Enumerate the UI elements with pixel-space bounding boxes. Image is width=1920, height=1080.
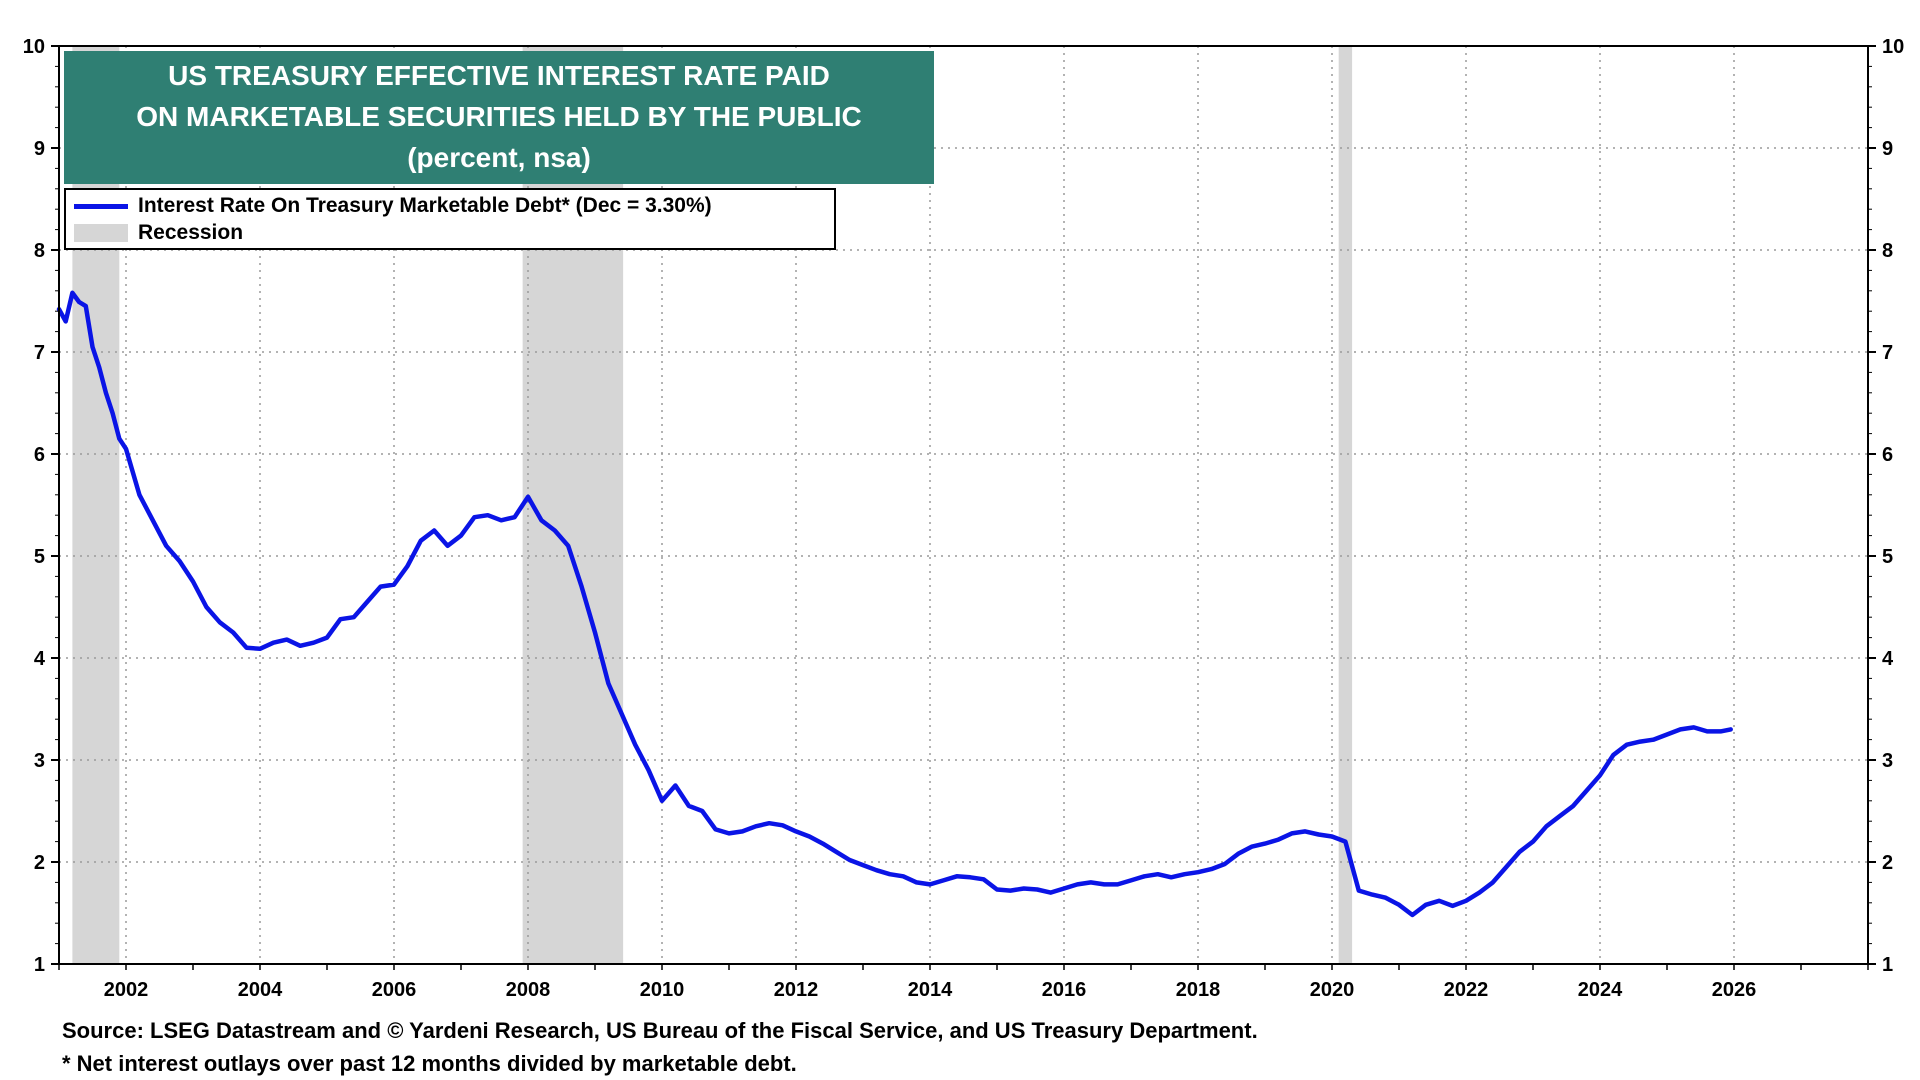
legend-series-label: Interest Rate On Treasury Marketable Deb… (138, 194, 712, 217)
x-tick-label: 2004 (238, 979, 283, 1001)
y-tick-label-right: 4 (1882, 648, 1894, 670)
y-tick-label-right: 5 (1882, 546, 1893, 568)
y-tick-label-left: 2 (34, 852, 45, 874)
x-tick-label: 2016 (1042, 979, 1087, 1001)
recession-band (1338, 46, 1353, 964)
y-tick-label-right: 3 (1882, 750, 1893, 772)
x-tick-label: 2022 (1444, 979, 1489, 1001)
y-tick-label-right: 2 (1882, 852, 1893, 874)
x-tick-label: 2020 (1310, 979, 1355, 1001)
y-tick-label-right: 6 (1882, 444, 1893, 466)
series-layer (56, 290, 1733, 918)
x-tick-label: 2026 (1712, 979, 1757, 1001)
y-tick-label-right: 7 (1882, 342, 1893, 364)
x-tick-label: 2014 (908, 979, 953, 1001)
y-tick-label-left: 6 (34, 444, 45, 466)
y-tick-label-left: 9 (34, 138, 45, 160)
x-tick-label: 2002 (104, 979, 149, 1001)
x-tick-label: 2010 (640, 979, 685, 1001)
source-note: Source: LSEG Datastream and © Yardeni Re… (62, 1018, 1258, 1043)
x-tick-label: 2018 (1176, 979, 1221, 1001)
x-tick-label: 2008 (506, 979, 551, 1001)
y-tick-label-left: 7 (34, 342, 45, 364)
y-tick-label-left: 1 (34, 954, 45, 976)
y-tick-label-left: 8 (34, 240, 45, 262)
footnote: * Net interest outlays over past 12 mont… (62, 1051, 797, 1076)
series-line-interest-rate (56, 290, 1733, 918)
axes: 1 1 2 2 3 3 4 4 5 5 6 6 7 7 8 8 9 9 10 10 2002 2004 2006 2008 20… (23, 36, 1905, 1001)
y-tick-label-right: 8 (1882, 240, 1893, 262)
y-tick-label-right: 9 (1882, 138, 1893, 160)
legend-line-swatch (74, 203, 128, 209)
chart-title-line-1: US TREASURY EFFECTIVE INTEREST RATE PAID (168, 60, 830, 91)
chart-title-line-2: ON MARKETABLE SECURITIES HELD BY THE PUB… (136, 101, 862, 132)
x-tick-label: 2024 (1578, 979, 1623, 1001)
legend-item-series: Interest Rate On Treasury Marketable Deb… (74, 193, 712, 219)
y-tick-label-right: 1 (1882, 954, 1893, 976)
legend: Interest Rate On Treasury Marketable Deb… (64, 188, 836, 250)
chart-title-line-3: (percent, nsa) (407, 142, 591, 173)
y-tick-label-left: 10 (23, 36, 45, 58)
plot-frame (58, 45, 1869, 965)
legend-recession-label: Recession (138, 221, 244, 244)
y-tick-label-left: 5 (34, 546, 45, 568)
x-tick-label: 2012 (774, 979, 819, 1001)
y-tick-label-left: 4 (34, 648, 46, 670)
chart-title: US TREASURY EFFECTIVE INTEREST RATE PAID… (64, 51, 934, 184)
legend-recession-swatch (74, 224, 128, 242)
x-tick-label: 2006 (372, 979, 417, 1001)
y-tick-label-right: 10 (1882, 36, 1904, 58)
legend-item-recession: Recession (74, 220, 243, 246)
y-tick-label-left: 3 (34, 750, 45, 772)
